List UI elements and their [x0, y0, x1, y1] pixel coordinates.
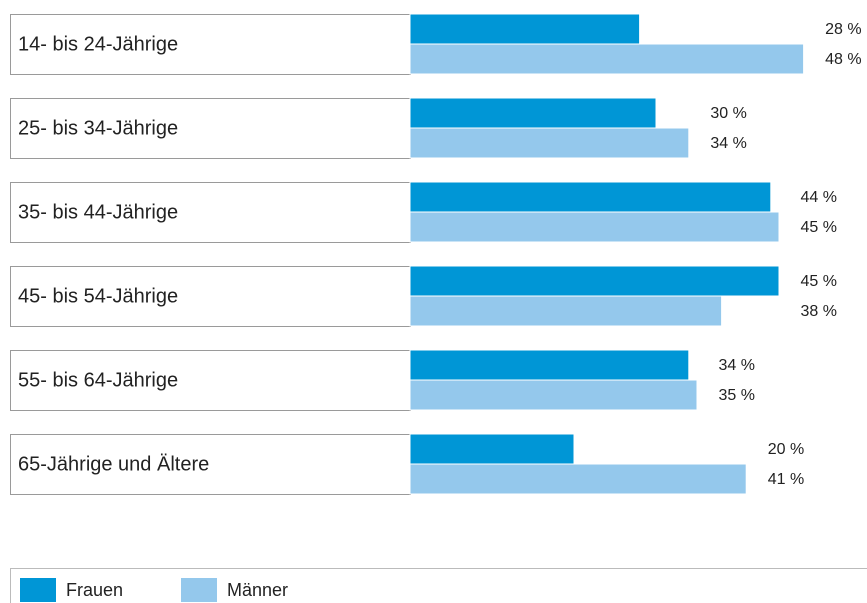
category-box [10, 182, 411, 243]
bar [409, 181, 772, 213]
category-box [10, 98, 411, 159]
legend-label: Frauen [66, 580, 123, 600]
bar [409, 211, 780, 243]
bar [409, 127, 690, 159]
value-label: 30 % [710, 105, 746, 122]
value-label: 28 % [825, 21, 861, 38]
category-box [10, 266, 411, 327]
category-label: 65-Jährige und Ältere [18, 453, 209, 475]
value-label: 38 % [801, 303, 837, 320]
category-box [10, 434, 411, 495]
value-label: 41 % [768, 471, 804, 488]
bar [409, 433, 575, 465]
category-label: 14- bis 24-Jährige [18, 33, 178, 55]
value-label: 35 % [719, 387, 755, 404]
legend-swatch [181, 578, 217, 602]
bar [409, 265, 780, 297]
legend-box [10, 568, 867, 603]
value-label: 45 % [801, 273, 837, 290]
category-label: 55- bis 64-Jährige [18, 369, 178, 391]
bar [409, 295, 723, 327]
value-label: 44 % [801, 189, 837, 206]
bar [409, 43, 805, 75]
value-label: 45 % [801, 219, 837, 236]
category-label: 25- bis 34-Jährige [18, 117, 178, 139]
category-box [10, 14, 411, 75]
bar [409, 379, 698, 411]
value-label: 34 % [719, 357, 755, 374]
bar [409, 13, 641, 45]
legend-swatch [20, 578, 56, 602]
category-label: 35- bis 44-Jährige [18, 201, 178, 223]
legend-label: Männer [227, 580, 288, 600]
bar [409, 349, 690, 381]
category-box [10, 350, 411, 411]
bar [409, 97, 657, 129]
value-label: 34 % [710, 135, 746, 152]
value-label: 20 % [768, 441, 804, 458]
value-label: 48 % [825, 51, 861, 68]
category-label: 45- bis 54-Jährige [18, 285, 178, 307]
bar [409, 463, 747, 495]
